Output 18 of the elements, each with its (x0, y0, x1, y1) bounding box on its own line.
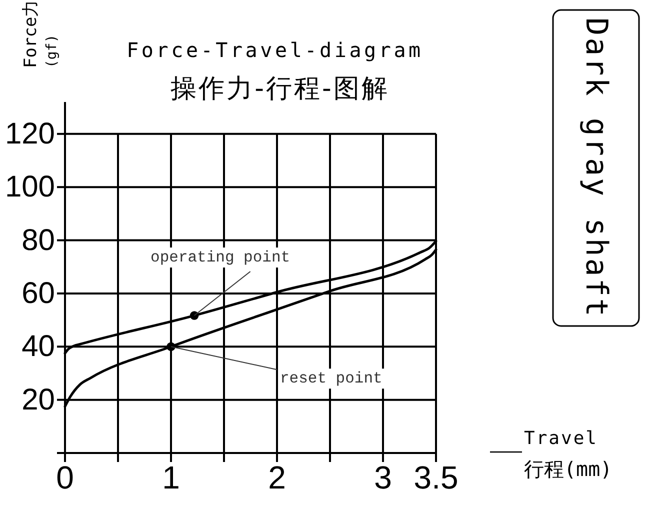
text: Dark gray shaft (578, 18, 614, 318)
y-axis-title: Force力 (gf) (21, 0, 60, 68)
chart-subtitle: 操作力-行程-图解 (170, 74, 390, 104)
chart-title: Force-Travel-diagram (126, 38, 424, 62)
annotation: reset point (280, 370, 382, 388)
y-tick-label: 20 (22, 383, 55, 416)
x-tick-label: 3 (374, 460, 392, 496)
x-tick-label: 3.5 (414, 460, 458, 496)
y-tick-label: 100 (4, 170, 55, 204)
y-tick-label: 80 (22, 224, 55, 257)
x-axis-title: Travel 行程(mm) (524, 428, 612, 481)
y-tick-label: 120 (4, 118, 55, 151)
x-tick-label: 2 (268, 460, 286, 496)
x-tick-label: 1 (162, 460, 180, 496)
x-tick-label: 0 (56, 460, 74, 496)
annotation: operating point (150, 248, 290, 267)
y-tick-label: 40 (22, 330, 55, 364)
y-tick-label: 60 (22, 277, 55, 310)
